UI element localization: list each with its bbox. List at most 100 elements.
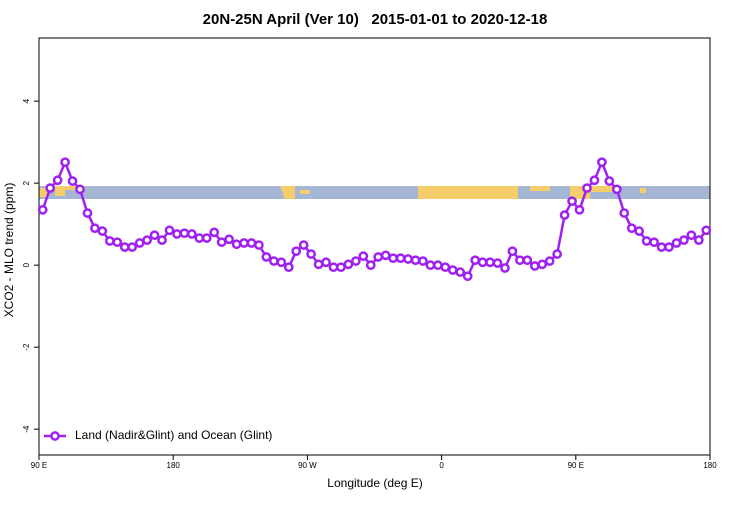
point [611,184,622,195]
point [626,223,637,234]
point [172,229,182,239]
point [537,259,548,270]
point [186,229,197,239]
point [201,233,212,243]
point [298,240,309,250]
point [582,183,592,193]
x-tick-label: 90 E [568,461,584,470]
point [97,226,108,236]
point [164,225,175,236]
point [269,256,279,266]
plot-frame [38,37,711,456]
point [492,258,503,268]
point [52,175,63,186]
point [276,257,287,268]
point [134,238,145,248]
point [67,176,78,186]
point [477,257,488,268]
point [246,238,257,248]
point [254,240,264,250]
point [522,255,533,266]
x-tick-label: 180 [167,461,181,470]
point [321,257,331,268]
point [440,262,451,273]
x-tick-label: 90 W [298,461,317,470]
point [157,235,167,245]
point [500,263,510,273]
point [544,256,555,266]
point [216,237,227,248]
point [142,235,152,245]
point [447,265,458,275]
point [351,256,361,266]
point [649,237,659,248]
point [418,256,428,266]
point [60,157,70,168]
point [529,261,540,271]
point [574,204,585,215]
point [410,255,421,266]
y-tick-label: 4 [22,98,31,103]
y-tick-label: -2 [22,343,31,351]
legend-marker [50,431,60,441]
x-tick-label: 180 [703,461,717,470]
point [679,235,689,245]
point [119,242,130,252]
point [425,260,436,271]
point [149,230,160,241]
point [641,236,652,246]
point [485,257,495,268]
point [283,262,294,273]
x-tick-label: 0 [439,461,444,470]
point [701,225,712,236]
point [45,183,56,193]
point [75,184,85,195]
point [455,267,466,277]
point [552,249,563,259]
point [358,251,369,261]
point [664,242,674,252]
point [194,233,205,243]
point [597,157,607,168]
point [336,262,346,273]
y-tick-label: 2 [22,180,31,185]
point [380,250,391,261]
point [515,255,525,266]
point [82,208,93,218]
point [328,262,339,273]
map-strip [39,186,710,199]
point [313,259,324,270]
point [179,228,190,239]
point [388,253,398,264]
legend-label: Land (Nadir&Glint) and Ocean (Glint) [75,428,272,442]
y-axis-label: XCO2 - MLO trend (ppm) [2,183,16,318]
point [433,260,443,271]
point [604,176,615,186]
point [395,253,406,264]
point [239,238,249,248]
point [567,196,577,207]
point [634,226,645,236]
y-tick-label: 0 [22,262,31,267]
point [589,175,600,186]
point [656,242,667,252]
point [104,236,115,246]
point [127,242,138,252]
chart-title: 20N-25N April (Ver 10) 2015-01-01 to 202… [203,11,548,28]
point [90,223,100,234]
point [261,252,272,262]
y-tick-label: -4 [22,425,31,433]
x-tick-label: 90 E [31,461,47,470]
point [224,234,234,245]
point [671,238,682,248]
point [462,271,473,282]
point [693,235,704,245]
point [306,249,316,259]
point [112,237,123,248]
point [686,230,697,241]
point [619,208,630,218]
point [365,260,376,271]
point [231,239,242,250]
x-axis-label: Longitude (deg E) [327,476,422,490]
